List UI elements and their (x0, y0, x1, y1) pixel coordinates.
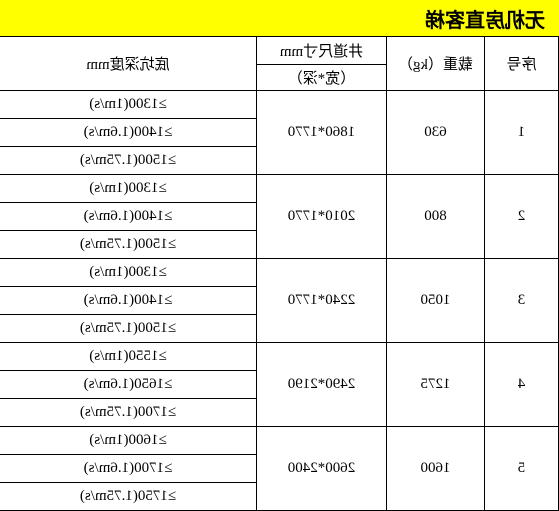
cell-depth: ≥1750(1.75m/s) (0, 483, 257, 511)
table-row: 28002010*1770≥1300(1m/s) (0, 175, 559, 203)
cell-depth: ≥1550(1m/s) (0, 343, 257, 371)
header-row: 序号 载重（kg） 井道尺寸mm 底坑深度mm (0, 37, 559, 65)
cell-depth: ≥1700(1.6m/s) (0, 455, 257, 483)
cell-depth: ≥1500(1.75m/s) (0, 147, 257, 175)
cell-seq: 4 (485, 343, 559, 427)
table-row: 412752490*2190≥1550(1m/s) (0, 343, 559, 371)
cell-depth: ≥1500(1.75m/s) (0, 231, 257, 259)
cell-dim: 2490*2190 (257, 343, 387, 427)
cell-depth: ≥1300(1m/s) (0, 175, 257, 203)
cell-depth: ≥1700(1.75m/s) (0, 399, 257, 427)
cell-seq: 1 (485, 91, 559, 175)
spec-table: 序号 载重（kg） 井道尺寸mm 底坑深度mm （宽*深） 16301860*1… (0, 36, 559, 511)
table-row: 16301860*1770≥1300(1m/s) (0, 91, 559, 119)
header-seq: 序号 (485, 37, 559, 91)
table-row: 310502240*1770≥1300(1m/s) (0, 259, 559, 287)
cell-seq: 2 (485, 175, 559, 259)
cell-dim: 2010*1770 (257, 175, 387, 259)
table-container: 无机房直客梯 序号 载重（kg） 井道尺寸mm 底坑深度mm （宽*深） 163… (0, 0, 559, 500)
header-dim-sub: （宽*深） (257, 65, 387, 91)
title-bar: 无机房直客梯 (0, 0, 559, 36)
cell-load: 630 (387, 91, 485, 175)
cell-depth: ≥1400(1.6m/s) (0, 119, 257, 147)
cell-dim: 2600*2400 (257, 427, 387, 511)
cell-seq: 3 (485, 259, 559, 343)
cell-depth: ≥1400(1.6m/s) (0, 287, 257, 315)
cell-dim: 1860*1770 (257, 91, 387, 175)
cell-load: 1275 (387, 343, 485, 427)
table-row: 516002600*2400≥1600(1m/s) (0, 427, 559, 455)
cell-depth: ≥1400(1.6m/s) (0, 203, 257, 231)
cell-depth: ≥1650(1.6m/s) (0, 371, 257, 399)
cell-depth: ≥1600(1m/s) (0, 427, 257, 455)
cell-seq: 5 (485, 427, 559, 511)
cell-load: 1050 (387, 259, 485, 343)
page-title: 无机房直客梯 (425, 4, 545, 33)
cell-dim: 2240*1770 (257, 259, 387, 343)
header-load: 载重（kg） (387, 37, 485, 91)
header-dim-top: 井道尺寸mm (257, 37, 387, 65)
cell-depth: ≥1500(1.75m/s) (0, 315, 257, 343)
cell-load: 800 (387, 175, 485, 259)
cell-load: 1600 (387, 427, 485, 511)
cell-depth: ≥1300(1m/s) (0, 259, 257, 287)
header-depth: 底坑深度mm (0, 37, 257, 91)
cell-depth: ≥1300(1m/s) (0, 91, 257, 119)
